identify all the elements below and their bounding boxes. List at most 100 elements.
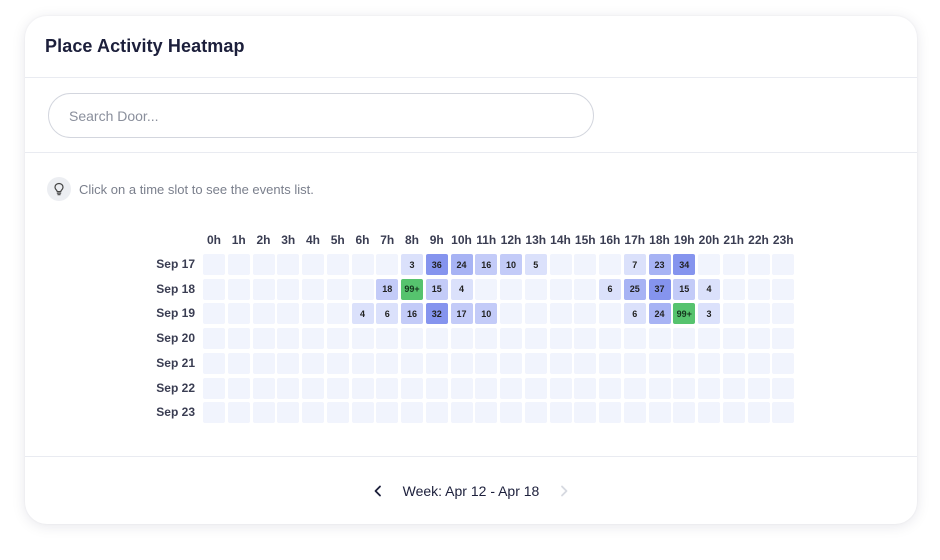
time-slot-cell[interactable] [500,352,522,374]
time-slot-cell[interactable] [524,352,547,374]
time-slot-cell[interactable] [747,254,770,275]
time-slot-cell[interactable] [599,402,621,424]
time-slot-cell[interactable] [326,328,349,350]
time-slot-cell[interactable]: 99+ [673,303,696,325]
time-slot-cell[interactable]: 16 [401,303,423,325]
time-slot-cell[interactable] [252,278,275,300]
time-slot-cell[interactable] [648,377,671,399]
time-slot-cell[interactable] [203,328,225,350]
time-slot-cell[interactable] [722,254,745,275]
time-slot-cell[interactable] [722,352,745,374]
time-slot-cell[interactable] [376,377,399,399]
time-slot-cell[interactable] [574,254,597,275]
time-slot-cell[interactable] [252,303,275,325]
time-slot-cell[interactable]: 17 [450,303,473,325]
time-slot-cell[interactable] [401,352,423,374]
time-slot-cell[interactable]: 10 [500,254,522,275]
time-slot-cell[interactable] [574,377,597,399]
time-slot-cell[interactable] [376,254,399,275]
time-slot-cell[interactable] [524,278,547,300]
time-slot-cell[interactable] [252,328,275,350]
time-slot-cell[interactable] [277,328,300,350]
time-slot-cell[interactable] [698,377,720,399]
time-slot-cell[interactable]: 3 [401,254,423,275]
time-slot-cell[interactable] [351,402,374,424]
time-slot-cell[interactable]: 24 [450,254,473,275]
time-slot-cell[interactable] [549,352,572,374]
time-slot-cell[interactable] [623,402,646,424]
time-slot-cell[interactable]: 15 [673,278,696,300]
time-slot-cell[interactable]: 99+ [401,278,423,300]
time-slot-cell[interactable] [747,303,770,325]
time-slot-cell[interactable] [227,377,250,399]
time-slot-cell[interactable] [302,303,324,325]
time-slot-cell[interactable] [475,402,498,424]
time-slot-cell[interactable] [326,352,349,374]
time-slot-cell[interactable] [574,278,597,300]
time-slot-cell[interactable] [574,303,597,325]
time-slot-cell[interactable] [722,278,745,300]
time-slot-cell[interactable] [747,278,770,300]
time-slot-cell[interactable] [698,352,720,374]
time-slot-cell[interactable] [599,254,621,275]
time-slot-cell[interactable] [673,328,696,350]
time-slot-cell[interactable]: 4 [351,303,374,325]
time-slot-cell[interactable] [277,254,300,275]
time-slot-cell[interactable] [722,303,745,325]
time-slot-cell[interactable] [549,402,572,424]
time-slot-cell[interactable] [475,278,498,300]
time-slot-cell[interactable] [351,278,374,300]
time-slot-cell[interactable] [772,402,795,424]
time-slot-cell[interactable]: 7 [623,254,646,275]
time-slot-cell[interactable] [203,303,225,325]
time-slot-cell[interactable] [549,303,572,325]
time-slot-cell[interactable] [524,303,547,325]
time-slot-cell[interactable]: 18 [376,278,399,300]
time-slot-cell[interactable]: 25 [623,278,646,300]
time-slot-cell[interactable] [500,278,522,300]
time-slot-cell[interactable] [549,254,572,275]
time-slot-cell[interactable]: 23 [648,254,671,275]
time-slot-cell[interactable] [351,254,374,275]
time-slot-cell[interactable] [722,402,745,424]
time-slot-cell[interactable]: 6 [623,303,646,325]
time-slot-cell[interactable] [574,328,597,350]
time-slot-cell[interactable] [747,377,770,399]
time-slot-cell[interactable] [425,328,448,350]
time-slot-cell[interactable] [203,278,225,300]
time-slot-cell[interactable] [500,377,522,399]
time-slot-cell[interactable] [376,328,399,350]
time-slot-cell[interactable] [747,352,770,374]
time-slot-cell[interactable] [599,352,621,374]
time-slot-cell[interactable] [302,377,324,399]
search-input[interactable] [69,107,593,124]
time-slot-cell[interactable]: 36 [425,254,448,275]
time-slot-cell[interactable] [277,352,300,374]
time-slot-cell[interactable] [203,352,225,374]
time-slot-cell[interactable] [227,303,250,325]
time-slot-cell[interactable] [623,328,646,350]
time-slot-cell[interactable] [599,303,621,325]
time-slot-cell[interactable] [722,328,745,350]
time-slot-cell[interactable] [401,328,423,350]
time-slot-cell[interactable] [302,352,324,374]
time-slot-cell[interactable] [425,402,448,424]
time-slot-cell[interactable] [376,402,399,424]
time-slot-cell[interactable] [772,303,795,325]
time-slot-cell[interactable] [500,303,522,325]
time-slot-cell[interactable] [673,352,696,374]
time-slot-cell[interactable] [772,352,795,374]
time-slot-cell[interactable] [326,278,349,300]
time-slot-cell[interactable] [203,377,225,399]
time-slot-cell[interactable] [302,402,324,424]
time-slot-cell[interactable] [227,278,250,300]
time-slot-cell[interactable] [747,402,770,424]
time-slot-cell[interactable] [227,352,250,374]
time-slot-cell[interactable] [549,328,572,350]
time-slot-cell[interactable]: 37 [648,278,671,300]
time-slot-cell[interactable] [648,328,671,350]
time-slot-cell[interactable] [673,402,696,424]
time-slot-cell[interactable] [227,328,250,350]
time-slot-cell[interactable] [698,328,720,350]
time-slot-cell[interactable] [648,352,671,374]
